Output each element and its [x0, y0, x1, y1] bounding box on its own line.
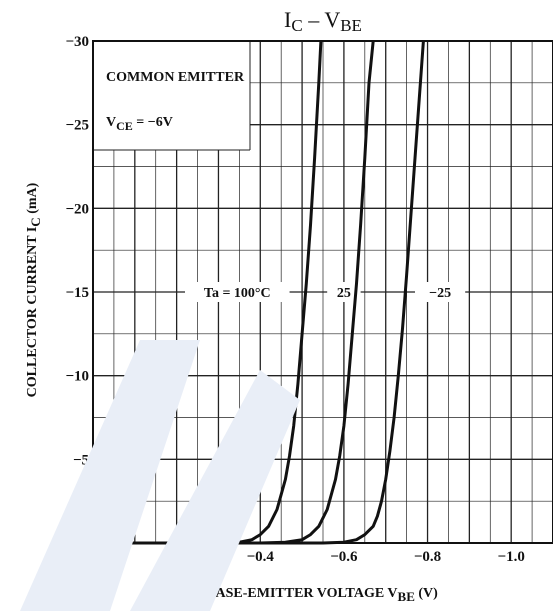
series-label: 25: [337, 286, 351, 301]
x-tick-label: −0.4: [247, 549, 275, 565]
series-label-bg: [185, 282, 290, 302]
series-label-bg: [415, 282, 466, 302]
x-tick-label: 0: [93, 549, 101, 565]
chart-title: IC – VBE: [284, 7, 362, 35]
annotation-vce: VCE = −6V: [106, 115, 173, 133]
y-tick-label: 0: [82, 536, 90, 552]
x-tick-label: −0.6: [330, 549, 358, 565]
x-tick-label: −1.0: [498, 549, 525, 565]
y-axis-label: COLLECTOR CURRENT IC (mA): [25, 182, 43, 397]
x-axis-label: BASE-EMITTER VOLTAGE VBE (V): [206, 586, 438, 604]
series-label: Ta = 100°C: [204, 286, 271, 301]
y-tick-label: −30: [65, 34, 89, 50]
series-label-bg: [327, 282, 361, 302]
y-tick-label: −20: [65, 201, 89, 217]
series-label: −25: [429, 286, 451, 301]
x-tick-label: −0.2: [163, 549, 190, 565]
y-tick-label: −15: [65, 285, 89, 301]
y-tick-label: −5: [73, 452, 89, 468]
series-line: [93, 40, 425, 545]
y-tick-label: −10: [65, 369, 89, 385]
annotation-box: [94, 42, 250, 150]
y-tick-label: −25: [65, 118, 89, 134]
x-tick-label: −0.8: [414, 549, 441, 565]
annotation-common-emitter: COMMON EMITTER: [106, 70, 245, 85]
